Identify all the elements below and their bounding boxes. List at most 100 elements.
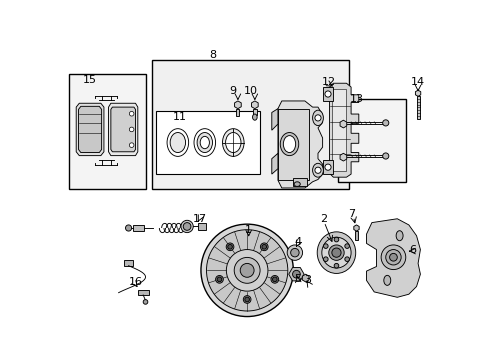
Circle shape xyxy=(270,275,278,283)
Bar xyxy=(156,111,260,174)
Ellipse shape xyxy=(197,132,212,153)
Circle shape xyxy=(380,245,405,270)
Bar xyxy=(68,74,145,189)
Circle shape xyxy=(385,249,400,265)
Circle shape xyxy=(323,257,327,261)
Ellipse shape xyxy=(317,232,355,274)
Polygon shape xyxy=(108,103,138,156)
Polygon shape xyxy=(366,219,420,297)
Bar xyxy=(152,60,348,189)
Text: 3: 3 xyxy=(303,275,310,285)
Circle shape xyxy=(389,253,396,261)
Circle shape xyxy=(323,244,327,248)
Circle shape xyxy=(260,243,267,251)
Text: 2: 2 xyxy=(320,214,327,224)
Polygon shape xyxy=(415,90,420,96)
Circle shape xyxy=(333,237,338,242)
Circle shape xyxy=(240,264,254,277)
Text: 11: 11 xyxy=(172,112,186,122)
Circle shape xyxy=(226,249,267,291)
Bar xyxy=(198,223,205,230)
Polygon shape xyxy=(277,101,322,188)
Text: 16: 16 xyxy=(128,277,142,287)
Polygon shape xyxy=(111,107,135,152)
Bar xyxy=(293,178,306,186)
Circle shape xyxy=(382,120,388,126)
Circle shape xyxy=(183,222,190,230)
Text: 10: 10 xyxy=(244,86,258,96)
Ellipse shape xyxy=(293,182,300,186)
Ellipse shape xyxy=(200,136,209,149)
Polygon shape xyxy=(234,101,241,109)
Circle shape xyxy=(129,143,134,148)
Circle shape xyxy=(344,244,349,248)
Circle shape xyxy=(262,244,266,249)
Bar xyxy=(323,87,332,101)
Polygon shape xyxy=(271,109,277,130)
Circle shape xyxy=(331,248,341,257)
Ellipse shape xyxy=(312,110,323,126)
Polygon shape xyxy=(76,103,104,156)
Circle shape xyxy=(324,91,330,97)
Circle shape xyxy=(324,164,330,170)
Text: 17: 17 xyxy=(192,214,206,224)
Text: 5: 5 xyxy=(294,274,301,284)
Circle shape xyxy=(129,127,134,132)
Circle shape xyxy=(292,270,300,278)
Circle shape xyxy=(217,277,222,282)
Text: 6: 6 xyxy=(408,244,415,255)
Polygon shape xyxy=(302,274,308,282)
Ellipse shape xyxy=(290,248,299,257)
Circle shape xyxy=(201,224,293,316)
Polygon shape xyxy=(353,225,358,231)
Polygon shape xyxy=(271,153,277,174)
Bar xyxy=(138,289,149,295)
Polygon shape xyxy=(288,267,304,281)
Ellipse shape xyxy=(312,163,323,177)
Ellipse shape xyxy=(286,245,302,260)
Ellipse shape xyxy=(395,231,402,241)
Text: 13: 13 xyxy=(349,94,363,104)
Ellipse shape xyxy=(252,114,257,120)
Ellipse shape xyxy=(280,132,298,156)
Polygon shape xyxy=(339,153,346,161)
Polygon shape xyxy=(329,83,358,177)
Text: 12: 12 xyxy=(321,77,335,87)
Ellipse shape xyxy=(321,237,350,268)
Circle shape xyxy=(143,300,147,304)
Circle shape xyxy=(125,225,131,231)
Text: 8: 8 xyxy=(209,50,216,60)
Circle shape xyxy=(226,243,233,251)
Text: 1: 1 xyxy=(244,225,252,235)
Text: 14: 14 xyxy=(410,77,424,87)
Circle shape xyxy=(314,115,321,121)
Ellipse shape xyxy=(167,129,188,156)
Polygon shape xyxy=(251,101,258,109)
Ellipse shape xyxy=(170,132,185,153)
Bar xyxy=(354,231,357,240)
Circle shape xyxy=(328,245,344,260)
Circle shape xyxy=(215,275,223,283)
Bar xyxy=(337,99,405,182)
Circle shape xyxy=(129,112,134,116)
Circle shape xyxy=(244,297,249,302)
Circle shape xyxy=(181,220,193,233)
Circle shape xyxy=(272,277,277,282)
Circle shape xyxy=(227,244,232,249)
Bar xyxy=(277,109,308,180)
Ellipse shape xyxy=(283,136,295,153)
Polygon shape xyxy=(79,106,102,153)
Bar xyxy=(123,260,133,266)
Bar xyxy=(133,225,143,231)
Circle shape xyxy=(243,296,250,303)
Circle shape xyxy=(206,230,287,311)
Circle shape xyxy=(234,257,260,283)
Circle shape xyxy=(344,257,349,261)
Polygon shape xyxy=(339,120,346,128)
Bar xyxy=(236,109,239,116)
Ellipse shape xyxy=(225,132,241,153)
Text: 15: 15 xyxy=(83,75,97,85)
Ellipse shape xyxy=(383,275,390,285)
Text: 4: 4 xyxy=(294,237,301,247)
Bar xyxy=(323,160,332,174)
